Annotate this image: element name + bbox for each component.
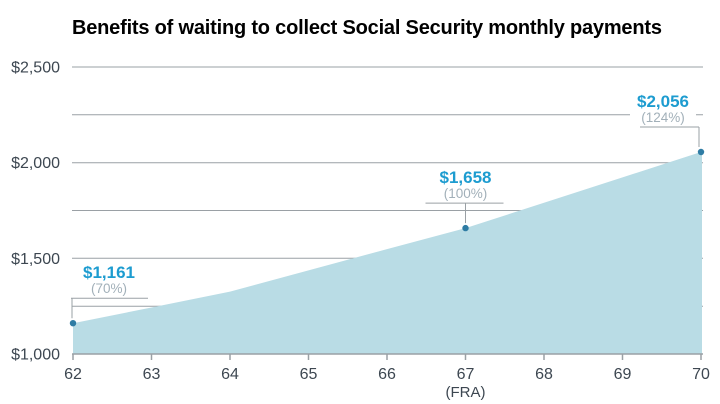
annotations: $1,161(70%) $1,658(100%) $2,056(124%) [69,92,705,327]
y-tick-label: $1,000 [11,347,60,364]
annotation-label-mask [76,282,142,298]
annotation-pct: (70%) [91,281,127,296]
y-tick-label: $1,500 [11,251,60,268]
benefit-area [73,152,702,354]
x-axis-labels: 62 63 64 65 66 67 68 69 70 (FRA) [64,366,710,401]
y-tick-label: $2,500 [11,60,60,77]
annotation-label-mask [630,111,696,126]
data-point [462,224,469,232]
chart-title: Benefits of waiting to collect Social Se… [72,17,662,39]
annotation-value: $2,056 [637,92,689,111]
y-axis-labels: $1,000 $1,500 $2,000 $2,500 [11,60,60,364]
x-tick-label: 66 [378,366,396,383]
x-axis [72,353,703,360]
annotation-callout [640,126,700,147]
x-tick-label: 68 [535,366,553,383]
fra-label: (FRA) [446,384,486,401]
annotation-value: $1,658 [440,168,492,187]
x-tick-label: 62 [64,366,82,383]
y-tick-label: $2,000 [11,155,60,172]
x-tick-label: 70 [692,366,710,383]
data-point [69,320,77,327]
x-tick-label: 65 [300,366,318,383]
x-tick-label: 64 [221,366,239,383]
data-point [697,148,705,156]
annotation-callout [425,202,504,224]
annotation-callout [71,297,148,319]
x-tick-label: 67 [457,366,475,383]
annotation-pct: (100%) [444,186,488,201]
annotation-label-mask [432,187,499,203]
x-tick-label: 63 [143,366,161,383]
annotation-pct: (124%) [641,110,685,125]
area-series [73,152,702,354]
annotation-value: $1,161 [83,263,135,282]
x-tick-label: 69 [614,366,632,383]
